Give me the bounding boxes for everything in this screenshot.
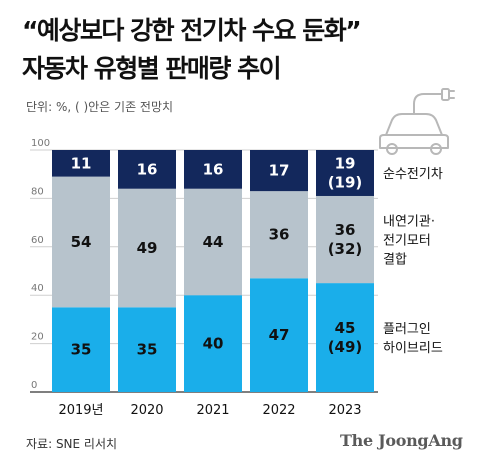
data-label: 40 — [203, 335, 224, 353]
legend-label: 전기모터 — [383, 234, 431, 249]
x-tick-label: 2023 — [328, 403, 361, 418]
data-label: 35 — [137, 341, 158, 359]
data-label: (49) — [328, 338, 363, 356]
y-tick-label: 60 — [31, 235, 44, 246]
x-tick-label: 2020 — [130, 403, 163, 418]
bar-segment — [250, 150, 308, 192]
legend-label: 내연기관· — [383, 215, 435, 230]
bar-segment — [184, 295, 242, 392]
bar-segment — [52, 150, 110, 177]
data-label: 49 — [137, 239, 158, 257]
data-label: (19) — [328, 173, 363, 191]
bar-segment — [316, 195, 374, 284]
chart-subtitle: 자동차 유형별 판매량 추이 — [22, 54, 282, 83]
x-tick-label: 2019년 — [58, 403, 103, 418]
bar-segment — [118, 188, 176, 308]
bar-segment — [184, 150, 242, 189]
y-tick-label: 80 — [31, 186, 44, 197]
electric-car-icon — [379, 88, 455, 155]
data-label: 54 — [71, 233, 92, 251]
data-label: 47 — [269, 326, 290, 344]
data-label: 45 — [335, 319, 356, 337]
bar-segment — [52, 307, 110, 392]
y-tick-label: 40 — [31, 283, 44, 294]
data-label: 35 — [71, 341, 92, 359]
data-label: 17 — [269, 162, 290, 180]
y-tick-label: 0 — [31, 380, 37, 391]
data-label: 36 — [335, 221, 356, 239]
chart-title: “예상보다 강한 전기차 수요 둔화” — [22, 16, 362, 45]
bar-segment — [118, 150, 176, 189]
x-tick-label: 2022 — [262, 403, 295, 418]
bar-series: 35541135491640441647361745(49)36(32)19(1… — [52, 150, 374, 392]
y-axis-ticks: 0 20 40 60 80 100 — [31, 138, 50, 391]
x-axis-ticks: 2019년 2020 2021 2022 2023 — [58, 403, 361, 418]
bar-segment — [250, 191, 308, 279]
data-label: 11 — [71, 154, 92, 172]
x-tick-label: 2021 — [196, 403, 229, 418]
data-label: 19 — [335, 154, 356, 172]
legend-label: 순수전기차 — [383, 167, 443, 182]
bar-segment — [118, 307, 176, 392]
data-label: (32) — [328, 240, 363, 258]
y-tick-label: 100 — [31, 138, 50, 149]
data-label: 16 — [137, 160, 158, 178]
y-tick-label: 20 — [31, 332, 44, 343]
bar-segment — [250, 278, 308, 392]
data-label: 44 — [203, 233, 224, 251]
bar-segment — [316, 283, 374, 392]
legend-label: 플러그인 — [383, 322, 431, 337]
data-label: 36 — [269, 226, 290, 244]
data-label: 16 — [203, 160, 224, 178]
bar-segment — [184, 188, 242, 296]
unit-note: 단위: %, ( )안은 기존 전망치 — [26, 100, 174, 114]
source-note: 자료: SNE 리서치 — [26, 437, 118, 451]
legend-label: 하이브리드 — [383, 341, 443, 356]
legend-label: 결합 — [383, 253, 407, 268]
brand-logo: The JoongAng — [340, 431, 463, 450]
bar-segment — [52, 176, 110, 308]
bar-segment — [316, 150, 374, 196]
